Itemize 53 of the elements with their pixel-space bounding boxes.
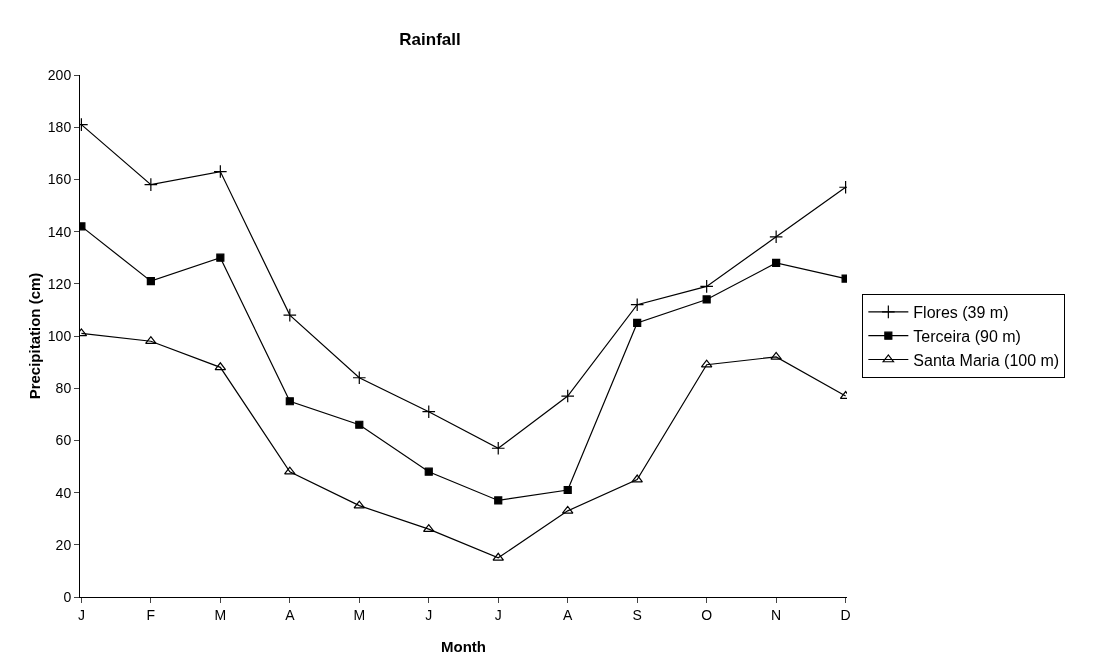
y-tick-label: 120 [47, 275, 72, 292]
point [146, 277, 155, 286]
x-axis-title: Month [441, 638, 486, 655]
point [424, 467, 433, 476]
x-tick-label: O [701, 606, 713, 623]
x-tick-label: D [840, 606, 851, 623]
y-tick-label: 140 [47, 223, 72, 240]
y-tick-label: 160 [47, 171, 72, 188]
point [560, 389, 575, 403]
x-tick-label: A [285, 606, 296, 623]
y-tick-label: 180 [47, 119, 72, 136]
y-tick-label: 0 [63, 588, 72, 605]
point [352, 370, 367, 385]
x-tick-label: J [494, 606, 502, 623]
legend-label: Flores (39 m) [913, 304, 1009, 322]
point [630, 297, 645, 312]
y-tick-label: 20 [55, 536, 72, 553]
x-tick-label: M [214, 606, 227, 623]
y-tick-label: 60 [55, 432, 72, 449]
point [285, 397, 294, 406]
x-tick-label: N [771, 606, 782, 623]
y-tick-label: 40 [55, 484, 72, 501]
x-tick-label: J [425, 606, 433, 623]
point [282, 308, 297, 323]
point [563, 485, 572, 495]
legend-label: Santa Maria (100 m) [913, 351, 1060, 369]
y-tick-label: 200 [47, 66, 72, 83]
point [355, 420, 364, 429]
y-axis-title: Precipitation (cm) [26, 272, 43, 400]
x-tick-label: J [77, 606, 85, 623]
point [421, 404, 436, 419]
point [702, 295, 711, 304]
point [769, 229, 784, 244]
point [770, 351, 782, 360]
point [491, 441, 506, 456]
point [145, 336, 157, 345]
x-tick-label: F [146, 606, 156, 623]
point [213, 164, 228, 179]
point [143, 177, 158, 192]
point [772, 258, 781, 268]
point [631, 474, 643, 483]
point [216, 253, 225, 262]
point [494, 496, 503, 505]
point [699, 279, 714, 294]
x-tick-label: M [353, 606, 366, 623]
legend-label: Terceira (90 m) [913, 327, 1021, 345]
x-tick-label: A [563, 606, 574, 623]
y-tick-label: 100 [47, 327, 72, 344]
y-tick-label: 80 [55, 380, 72, 397]
point [284, 466, 296, 475]
point [633, 318, 642, 328]
chart-title: Rainfall [399, 30, 461, 50]
x-tick-label: S [632, 606, 642, 623]
